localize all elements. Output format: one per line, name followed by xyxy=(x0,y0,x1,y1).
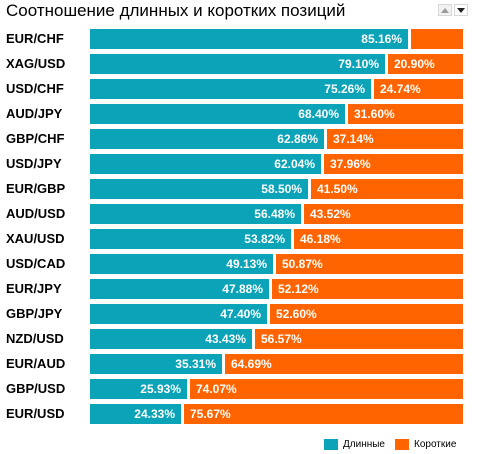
legend-swatch-long xyxy=(324,438,338,450)
sort-down-button[interactable] xyxy=(454,4,468,16)
bar-long: 35.31% xyxy=(90,354,222,374)
data-label-short: 46.18% xyxy=(300,232,341,246)
bar-short: 52.60% xyxy=(270,304,463,324)
data-label-short: 52.60% xyxy=(276,307,317,321)
data-label-short: 64.69% xyxy=(231,357,272,371)
bar-short: 37.96% xyxy=(324,154,463,174)
bar-long: 62.86% xyxy=(90,129,324,149)
category-label: NZD/USD xyxy=(6,331,64,346)
data-label-long: 25.93% xyxy=(140,382,181,396)
bar-short: 56.57% xyxy=(255,329,463,349)
data-label-short: 20.90% xyxy=(394,57,435,71)
data-label-long: 49.13% xyxy=(226,257,267,271)
data-label-short: 43.52% xyxy=(310,207,351,221)
data-label-long: 53.82% xyxy=(244,232,285,246)
category-label: EUR/GBP xyxy=(6,181,66,196)
category-label: EUR/JPY xyxy=(6,281,62,296)
category-label: EUR/USD xyxy=(6,406,65,421)
bar-short: 74.07% xyxy=(190,379,463,399)
bar-long: 79.10% xyxy=(90,54,385,74)
data-label-long: 56.48% xyxy=(254,207,295,221)
category-label: USD/CHF xyxy=(6,81,64,96)
category-label: GBP/CHF xyxy=(6,131,65,146)
bar-short: 64.69% xyxy=(225,354,463,374)
data-label-long: 79.10% xyxy=(338,57,379,71)
category-label: GBP/USD xyxy=(6,381,66,396)
legend-swatch-short xyxy=(395,438,409,450)
bar-short: 41.50% xyxy=(311,179,463,199)
data-label-long: 24.33% xyxy=(134,407,175,421)
category-label: GBP/JPY xyxy=(6,306,63,321)
data-label-long: 85.16% xyxy=(361,32,402,46)
data-label-short: 41.50% xyxy=(317,182,358,196)
chart-title: Соотношение длинных и коротких позиций xyxy=(6,1,346,20)
category-label: USD/CAD xyxy=(6,256,66,271)
data-label-short: 37.96% xyxy=(330,157,371,171)
bar-long: 68.40% xyxy=(90,104,345,124)
category-label: EUR/CHF xyxy=(6,31,64,46)
bar-short: 50.87% xyxy=(276,254,463,274)
bar-short: 20.90% xyxy=(388,54,463,74)
data-label-short: 24.74% xyxy=(380,82,421,96)
bar-short: 31.60% xyxy=(348,104,463,124)
data-label-short: 37.14% xyxy=(333,132,374,146)
data-label-long: 62.86% xyxy=(277,132,318,146)
bar-short: 52.12% xyxy=(272,279,463,299)
legend-item-short: Короткие xyxy=(395,438,457,450)
data-label-short: 75.67% xyxy=(190,407,231,421)
bar-long: 58.50% xyxy=(90,179,308,199)
bar-long: 85.16% xyxy=(90,29,408,49)
bar-short: 37.14% xyxy=(327,129,463,149)
bar-long: 62.04% xyxy=(90,154,321,174)
sort-controls xyxy=(438,4,468,16)
bar-short: 43.52% xyxy=(304,204,463,224)
data-label-long: 43.43% xyxy=(205,332,246,346)
legend: Длинные Короткие xyxy=(324,438,466,450)
data-label-short: 74.07% xyxy=(196,382,237,396)
category-label: USD/JPY xyxy=(6,156,62,171)
triangle-up-icon xyxy=(441,7,449,13)
category-label: EUR/AUD xyxy=(6,356,66,371)
data-label-short: 52.12% xyxy=(278,282,319,296)
bar-long: 53.82% xyxy=(90,229,291,249)
triangle-down-icon xyxy=(457,7,465,13)
bar-short: 75.67% xyxy=(184,404,463,424)
bar-long: 47.40% xyxy=(90,304,267,324)
data-label-long: 47.40% xyxy=(220,307,261,321)
bar-short: 24.74% xyxy=(374,79,463,99)
category-label: XAU/USD xyxy=(6,231,65,246)
bar-long: 75.26% xyxy=(90,79,371,99)
data-label-short: 56.57% xyxy=(261,332,302,346)
data-label-long: 68.40% xyxy=(298,107,339,121)
bar-long: 56.48% xyxy=(90,204,301,224)
legend-item-long: Длинные xyxy=(324,438,385,450)
bar-long: 43.43% xyxy=(90,329,252,349)
data-label-long: 35.31% xyxy=(175,357,216,371)
bar-long: 49.13% xyxy=(90,254,273,274)
category-label: XAG/USD xyxy=(6,56,66,71)
ratio-bar-chart: EUR/CHF 85.16% XAG/USD 79.10% 20.90% USD/CHF 7… xyxy=(0,22,478,432)
legend-label-long: Длинные xyxy=(343,438,385,450)
legend-label-short: Короткие xyxy=(414,438,457,450)
data-label-long: 62.04% xyxy=(274,157,315,171)
data-label-short: 50.87% xyxy=(282,257,323,271)
data-label-long: 58.50% xyxy=(261,182,302,196)
bar-long: 47.88% xyxy=(90,279,269,299)
data-label-long: 75.26% xyxy=(324,82,365,96)
sort-up-button[interactable] xyxy=(438,4,452,16)
data-label-long: 47.88% xyxy=(222,282,263,296)
bar-long: 24.33% xyxy=(90,404,181,424)
data-label-short: 31.60% xyxy=(354,107,395,121)
bar-short: 46.18% xyxy=(294,229,463,249)
bar-long: 25.93% xyxy=(90,379,187,399)
category-label: AUD/USD xyxy=(6,206,66,221)
category-label: AUD/JPY xyxy=(6,106,63,121)
bar-short xyxy=(411,29,463,49)
